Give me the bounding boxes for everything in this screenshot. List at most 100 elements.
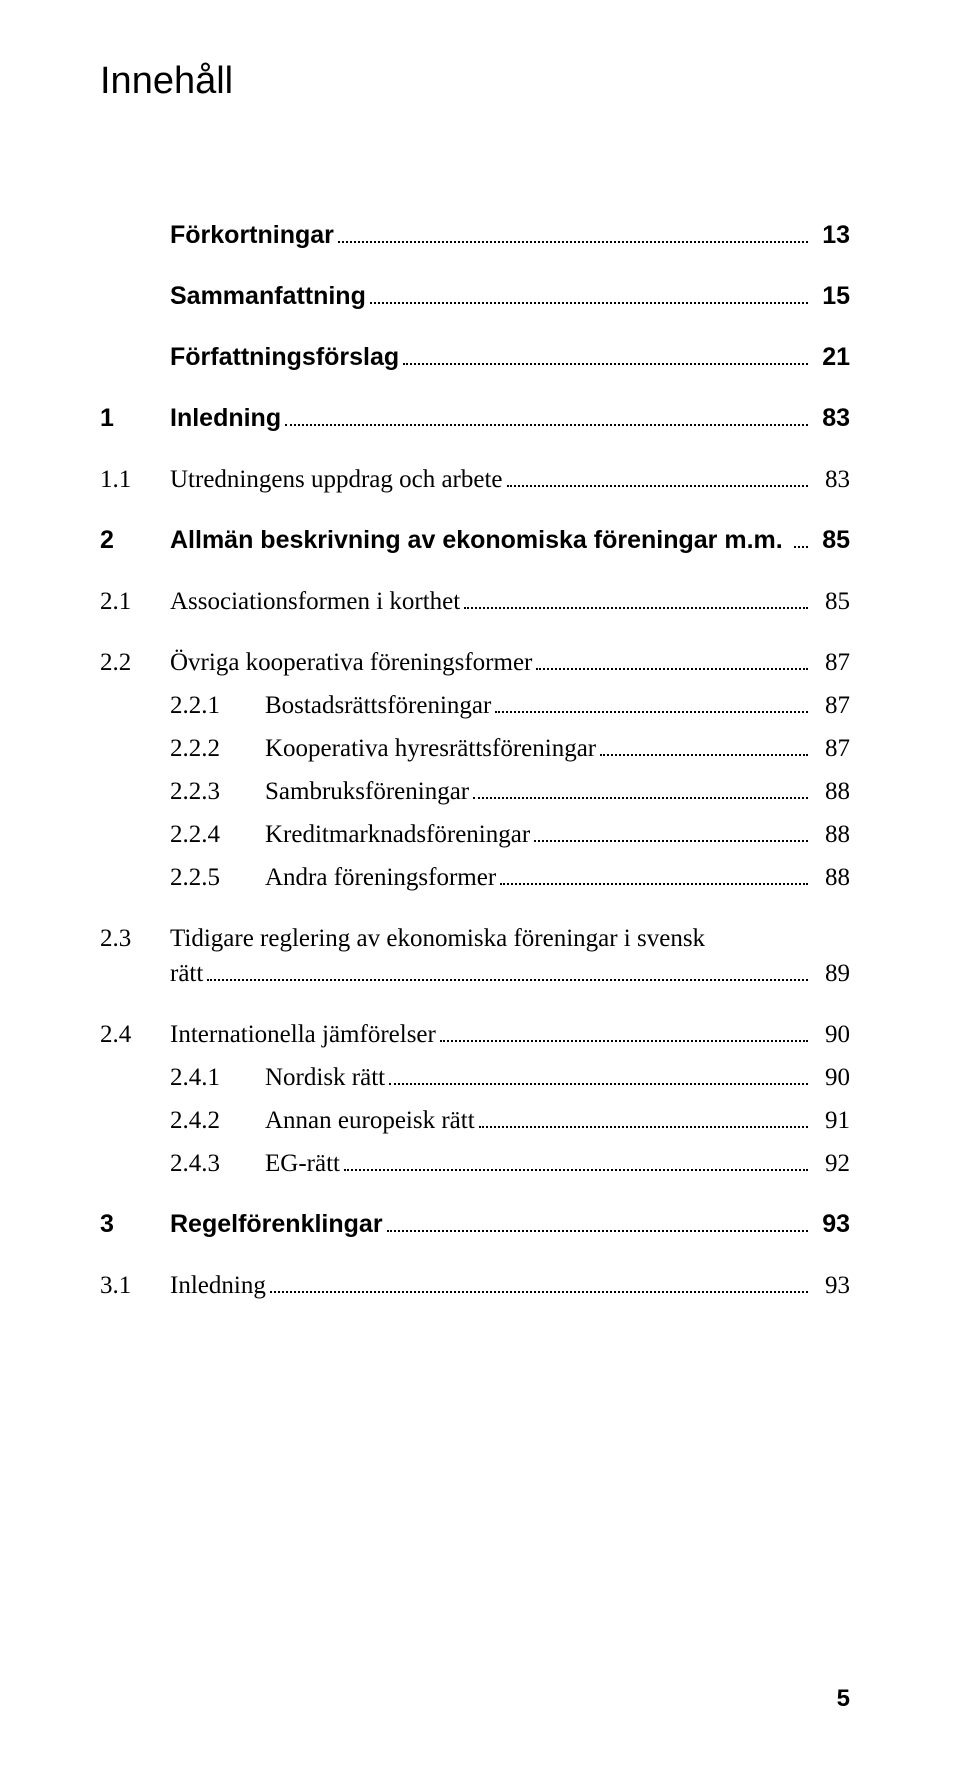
toc-label: Övriga kooperativa föreningsformer	[170, 645, 532, 680]
toc-page: 90	[812, 1060, 850, 1095]
toc-entry: 2.4.1Nordisk rätt 90	[100, 1060, 850, 1095]
toc-dots	[403, 363, 808, 365]
toc-label: Associationsformen i korthet	[170, 584, 460, 619]
toc-dots	[464, 607, 808, 609]
toc-entry: 2.3Tidigare reglering av ekonomiska före…	[100, 921, 850, 991]
toc-entry: 2.2.2Kooperativa hyresrättsföreningar 87	[100, 731, 850, 766]
toc-number: 2.2.4	[170, 817, 265, 852]
toc-label: Annan europeisk rätt	[265, 1103, 475, 1138]
toc-number: 2.2.1	[170, 688, 265, 723]
toc-entry: 2.4Internationella jämförelser90	[100, 1017, 850, 1052]
toc-number: 3	[100, 1207, 170, 1242]
toc-number: 2.2.3	[170, 774, 265, 809]
toc-page: 87	[812, 688, 850, 723]
toc-label: Författningsförslag	[170, 340, 399, 375]
toc-page: 83	[812, 401, 850, 436]
toc-number: 2.1	[100, 584, 170, 619]
toc-entry: 2.1Associationsformen i korthet 85	[100, 584, 850, 619]
toc-dots	[600, 754, 808, 756]
toc-dots	[534, 840, 808, 842]
toc-label: Utredningens uppdrag och arbete	[170, 462, 503, 497]
toc-dots	[370, 302, 808, 304]
toc-dots	[479, 1126, 808, 1128]
toc-entry: 3.1Inledning 93	[100, 1268, 850, 1303]
toc-dots	[389, 1083, 808, 1085]
toc-dots	[536, 668, 808, 670]
toc-dots	[440, 1040, 808, 1042]
toc-label: Kreditmarknadsföreningar	[265, 817, 530, 852]
toc-entry: 2.2.5Andra föreningsformer 88	[100, 860, 850, 895]
toc-label: rätt	[170, 956, 203, 991]
toc-page: 83	[812, 462, 850, 497]
toc-entry: 2.2Övriga kooperativa föreningsformer87	[100, 645, 850, 680]
toc-page: 85	[812, 523, 850, 558]
toc-number: 2.4	[100, 1017, 170, 1052]
toc-number: 2.4.3	[170, 1146, 265, 1181]
toc-page: 92	[812, 1146, 850, 1181]
toc-number: 2.4.1	[170, 1060, 265, 1095]
toc-page: 88	[812, 860, 850, 895]
toc-dots	[794, 546, 808, 548]
page-number: 5	[837, 1685, 850, 1713]
toc-dots	[495, 711, 808, 713]
toc-page: 93	[812, 1207, 850, 1242]
toc-entry: 1.1Utredningens uppdrag och arbete 83	[100, 462, 850, 497]
toc-label: Kooperativa hyresrättsföreningar	[265, 731, 596, 766]
toc-number: 2.2.5	[170, 860, 265, 895]
toc-dots	[387, 1230, 808, 1232]
toc-label: Inledning	[170, 401, 281, 436]
toc-label: Bostadsrättsföreningar	[265, 688, 491, 723]
toc-number: 1	[100, 401, 170, 436]
toc-label-lastline: rätt89	[170, 956, 850, 991]
toc-page: 15	[812, 279, 850, 314]
toc-dots	[473, 797, 808, 799]
toc-entry: 3Regelförenklingar 93	[100, 1207, 850, 1242]
toc-entry: 2.2.1Bostadsrättsföreningar 87	[100, 688, 850, 723]
page-title: Innehåll	[100, 60, 850, 103]
toc-entry: 2.2.3Sambruksföreningar 88	[100, 774, 850, 809]
table-of-contents: Förkortningar13Sammanfattning15Författni…	[100, 218, 850, 1303]
toc-entry: 2.4.2Annan europeisk rätt 91	[100, 1103, 850, 1138]
toc-dots	[338, 241, 808, 243]
toc-dots	[344, 1169, 808, 1171]
toc-label: Sambruksföreningar	[265, 774, 469, 809]
toc-label: Allmän beskrivning av ekonomiska förenin…	[170, 523, 790, 558]
toc-label: Andra föreningsformer	[265, 860, 496, 895]
toc-number: 2.2.2	[170, 731, 265, 766]
toc-entry: Författningsförslag 21	[100, 340, 850, 375]
toc-label-wrap: Tidigare reglering av ekonomiska förenin…	[170, 921, 850, 991]
toc-label: Inledning	[170, 1268, 266, 1303]
toc-number: 2.2	[100, 645, 170, 680]
toc-dots	[507, 485, 808, 487]
toc-page: 87	[812, 731, 850, 766]
toc-dots	[207, 979, 808, 981]
toc-page: 13	[812, 218, 850, 253]
toc-number: 3.1	[100, 1268, 170, 1303]
toc-label: Nordisk rätt	[265, 1060, 385, 1095]
toc-number: 2.4.2	[170, 1103, 265, 1138]
toc-number: 2.3	[100, 921, 170, 956]
toc-label: Regelförenklingar	[170, 1207, 383, 1242]
toc-label: Förkortningar	[170, 218, 334, 253]
toc-entry: 2.2.4Kreditmarknadsföreningar 88	[100, 817, 850, 852]
toc-entry: Förkortningar 13	[100, 218, 850, 253]
toc-page: 88	[812, 817, 850, 852]
toc-number: 2	[100, 523, 170, 558]
toc-label: Tidigare reglering av ekonomiska förenin…	[170, 921, 850, 956]
toc-dots	[270, 1291, 808, 1293]
toc-page: 93	[812, 1268, 850, 1303]
toc-page: 91	[812, 1103, 850, 1138]
toc-entry: 2.4.3EG-rätt 92	[100, 1146, 850, 1181]
toc-label: EG-rätt	[265, 1146, 340, 1181]
toc-page: 90	[812, 1017, 850, 1052]
toc-entry: 1Inledning 83	[100, 401, 850, 436]
toc-entry: 2Allmän beskrivning av ekonomiska föreni…	[100, 523, 850, 558]
toc-label: Sammanfattning	[170, 279, 366, 314]
toc-page: 21	[812, 340, 850, 375]
toc-dots	[500, 883, 808, 885]
toc-dots	[285, 424, 808, 426]
toc-page: 88	[812, 774, 850, 809]
toc-page: 85	[812, 584, 850, 619]
toc-entry: Sammanfattning 15	[100, 279, 850, 314]
toc-number: 1.1	[100, 462, 170, 497]
